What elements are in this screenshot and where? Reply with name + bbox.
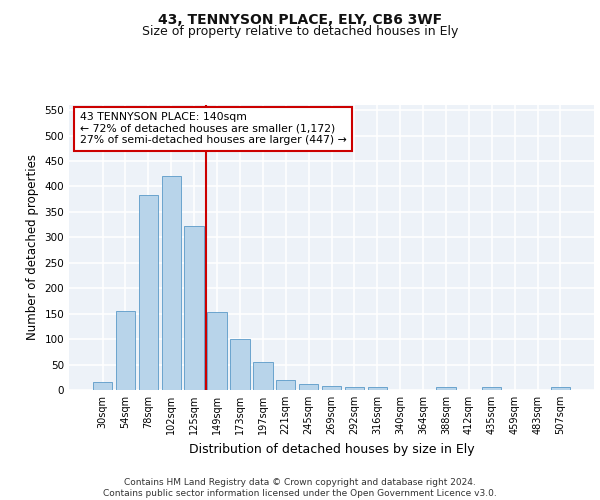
Text: 43, TENNYSON PLACE, ELY, CB6 3WF: 43, TENNYSON PLACE, ELY, CB6 3WF [158,12,442,26]
Bar [436,388,455,390]
Bar [139,195,158,390]
Bar [344,388,364,390]
Text: Contains HM Land Registry data © Crown copyright and database right 2024.
Contai: Contains HM Land Registry data © Crown c… [103,478,497,498]
Bar [208,312,227,390]
Bar [93,382,112,390]
Bar [322,386,341,390]
Text: 43 TENNYSON PLACE: 140sqm
← 72% of detached houses are smaller (1,172)
27% of se: 43 TENNYSON PLACE: 140sqm ← 72% of detac… [79,112,346,146]
Bar [276,380,295,390]
Bar [116,311,135,390]
X-axis label: Distribution of detached houses by size in Ely: Distribution of detached houses by size … [188,442,475,456]
Bar [368,388,387,390]
Text: Size of property relative to detached houses in Ely: Size of property relative to detached ho… [142,25,458,38]
Bar [551,388,570,390]
Bar [299,384,319,390]
Bar [230,339,250,390]
Y-axis label: Number of detached properties: Number of detached properties [26,154,39,340]
Bar [482,388,502,390]
Bar [253,362,272,390]
Bar [184,226,204,390]
Bar [161,176,181,390]
